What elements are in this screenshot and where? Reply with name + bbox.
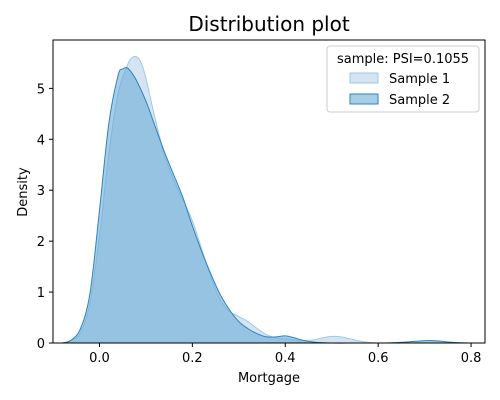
legend-swatch-sample-1 xyxy=(350,73,378,83)
legend-swatch-sample-2 xyxy=(350,94,378,104)
x-tick-label: 0.2 xyxy=(182,351,203,366)
y-tick-label: 5 xyxy=(37,82,45,97)
y-tick-label: 1 xyxy=(37,286,45,301)
x-tick-label: 0.8 xyxy=(461,351,482,366)
legend-title: sample: PSI=0.1055 xyxy=(337,52,469,67)
x-tick-label: 0.6 xyxy=(368,351,389,366)
legend-label-sample-2: Sample 2 xyxy=(389,93,450,108)
y-axis: 0 1 2 3 4 5 xyxy=(37,82,53,352)
y-tick-label: 2 xyxy=(37,235,45,250)
y-tick-label: 4 xyxy=(37,133,45,148)
x-tick-label: 0.4 xyxy=(275,351,296,366)
x-axis-label: Mortgage xyxy=(238,371,300,386)
x-tick-label: 0.0 xyxy=(89,351,110,366)
legend-label-sample-1: Sample 1 xyxy=(389,72,450,87)
y-tick-label: 0 xyxy=(37,337,45,352)
y-axis-label: Density xyxy=(16,167,31,217)
chart-title: Distribution plot xyxy=(188,12,350,36)
y-tick-label: 3 xyxy=(37,184,45,199)
x-axis: 0.0 0.2 0.4 0.6 0.8 xyxy=(89,343,481,366)
legend: sample: PSI=0.1055 Sample 1 Sample 2 xyxy=(327,46,479,112)
